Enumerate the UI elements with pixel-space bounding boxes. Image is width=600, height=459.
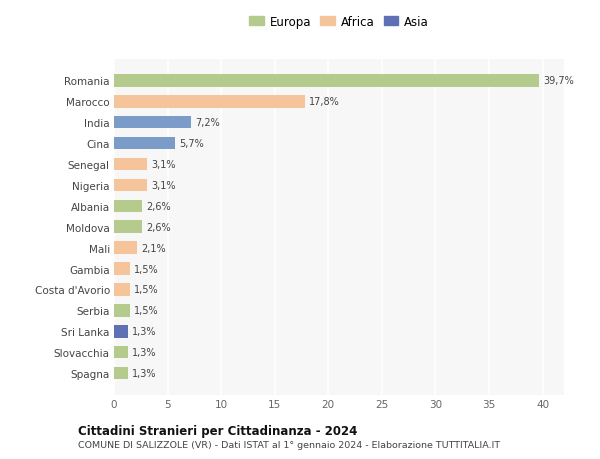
Text: 1,3%: 1,3% [132,347,157,358]
Text: 1,3%: 1,3% [132,368,157,378]
Bar [114,96,305,108]
Bar [114,200,142,213]
Bar [114,221,142,234]
Bar [114,179,147,192]
Bar [114,263,130,275]
Bar [114,117,191,129]
Bar [114,75,539,87]
Bar [114,304,130,317]
Text: 39,7%: 39,7% [544,76,574,86]
Text: Cittadini Stranieri per Cittadinanza - 2024: Cittadini Stranieri per Cittadinanza - 2… [78,424,358,437]
Text: 1,5%: 1,5% [134,264,159,274]
Text: 2,1%: 2,1% [141,243,166,253]
Bar [114,158,147,171]
Bar [114,138,175,150]
Bar [114,284,130,296]
Text: 3,1%: 3,1% [151,180,176,190]
Text: COMUNE DI SALIZZOLE (VR) - Dati ISTAT al 1° gennaio 2024 - Elaborazione TUTTITAL: COMUNE DI SALIZZOLE (VR) - Dati ISTAT al… [78,441,500,449]
Bar [114,325,128,338]
Text: 3,1%: 3,1% [151,160,176,170]
Text: 7,2%: 7,2% [196,118,220,128]
Bar [114,346,128,358]
Text: 1,5%: 1,5% [134,306,159,316]
Legend: Europa, Africa, Asia: Europa, Africa, Asia [246,12,432,32]
Bar [114,242,137,254]
Text: 2,6%: 2,6% [146,222,171,232]
Text: 17,8%: 17,8% [309,97,340,107]
Text: 1,5%: 1,5% [134,285,159,295]
Text: 2,6%: 2,6% [146,202,171,211]
Bar [114,367,128,380]
Text: 5,7%: 5,7% [179,139,204,149]
Text: 1,3%: 1,3% [132,326,157,336]
